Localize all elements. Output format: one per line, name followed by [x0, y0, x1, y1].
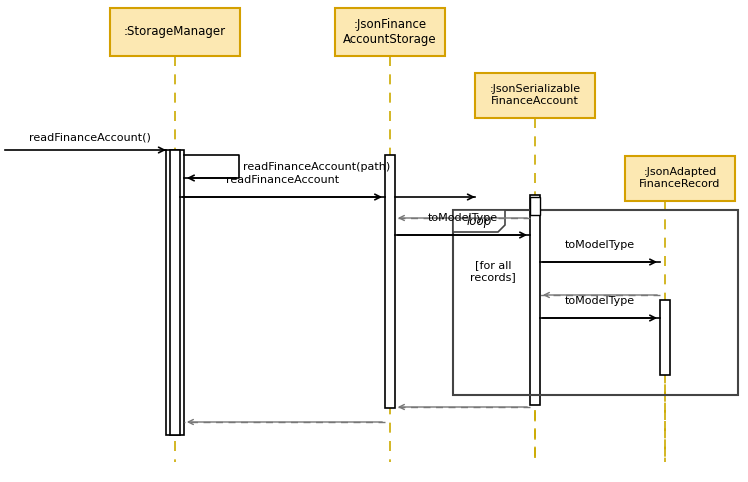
Bar: [166, 150, 184, 435]
Bar: [110, 8, 240, 56]
Text: loop: loop: [466, 214, 491, 228]
Text: [for all
records]: [for all records]: [470, 260, 516, 281]
Polygon shape: [453, 210, 505, 232]
Bar: [453, 210, 738, 395]
Text: :JsonFinance
AccountStorage: :JsonFinance AccountStorage: [343, 18, 437, 46]
Bar: [335, 8, 445, 56]
Bar: [385, 155, 395, 408]
Bar: [530, 197, 540, 215]
Bar: [170, 150, 180, 435]
Text: readFinanceAccount(path): readFinanceAccount(path): [243, 161, 390, 172]
Bar: [660, 300, 670, 375]
Text: toModelType: toModelType: [565, 296, 635, 306]
Bar: [625, 156, 735, 201]
Bar: [475, 72, 595, 118]
Text: toModelType: toModelType: [427, 213, 497, 223]
Text: toModelType: toModelType: [565, 240, 635, 250]
Text: :StorageManager: :StorageManager: [124, 26, 226, 39]
Bar: [530, 195, 540, 405]
Text: readFinanceAccount: readFinanceAccount: [226, 175, 339, 185]
Text: readFinanceAccount(): readFinanceAccount(): [29, 133, 151, 143]
Text: :JsonAdapted
FinanceRecord: :JsonAdapted FinanceRecord: [640, 167, 720, 189]
Text: :JsonSerializable
FinanceAccount: :JsonSerializable FinanceAccount: [489, 84, 580, 106]
